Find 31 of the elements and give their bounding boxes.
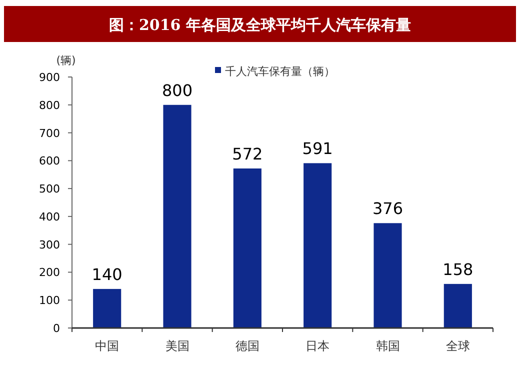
y-tick-label: 200 (39, 266, 60, 280)
bar (304, 163, 332, 328)
y-tick-label: 300 (39, 238, 60, 252)
y-tick-label: 900 (39, 71, 60, 84)
x-tick-label: 日本 (306, 339, 330, 353)
bar (374, 223, 402, 328)
x-tick-label: 德国 (235, 339, 260, 353)
x-tick-label: 美国 (165, 339, 190, 353)
bar (233, 168, 262, 328)
data-label: 158 (442, 260, 474, 279)
y-tick-label: 0 (53, 322, 60, 335)
bar (163, 104, 192, 328)
legend-label: 千人汽车保有量（辆） (225, 65, 335, 78)
y-tick-label: 700 (39, 126, 60, 140)
y-tick-label: 400 (39, 210, 60, 224)
y-axis-title: (辆) (56, 54, 76, 67)
data-label: 376 (372, 199, 404, 218)
data-label: 140 (92, 264, 122, 284)
y-tick-label: 800 (39, 98, 60, 112)
data-label: 800 (162, 80, 193, 100)
bar (93, 288, 122, 328)
bar (444, 284, 472, 328)
x-tick-label: 全球 (446, 339, 470, 353)
data-label: 572 (232, 144, 263, 164)
y-tick-label: 100 (39, 294, 60, 308)
data-label: 591 (302, 139, 333, 158)
y-tick-label: 500 (39, 182, 60, 196)
y-tick-label: 600 (39, 154, 60, 168)
x-tick-label: 中国 (95, 339, 120, 353)
x-tick-label: 韩国 (376, 339, 400, 353)
title: 图：2016 年各国及全球平均千人汽车保有量 (109, 16, 411, 34)
